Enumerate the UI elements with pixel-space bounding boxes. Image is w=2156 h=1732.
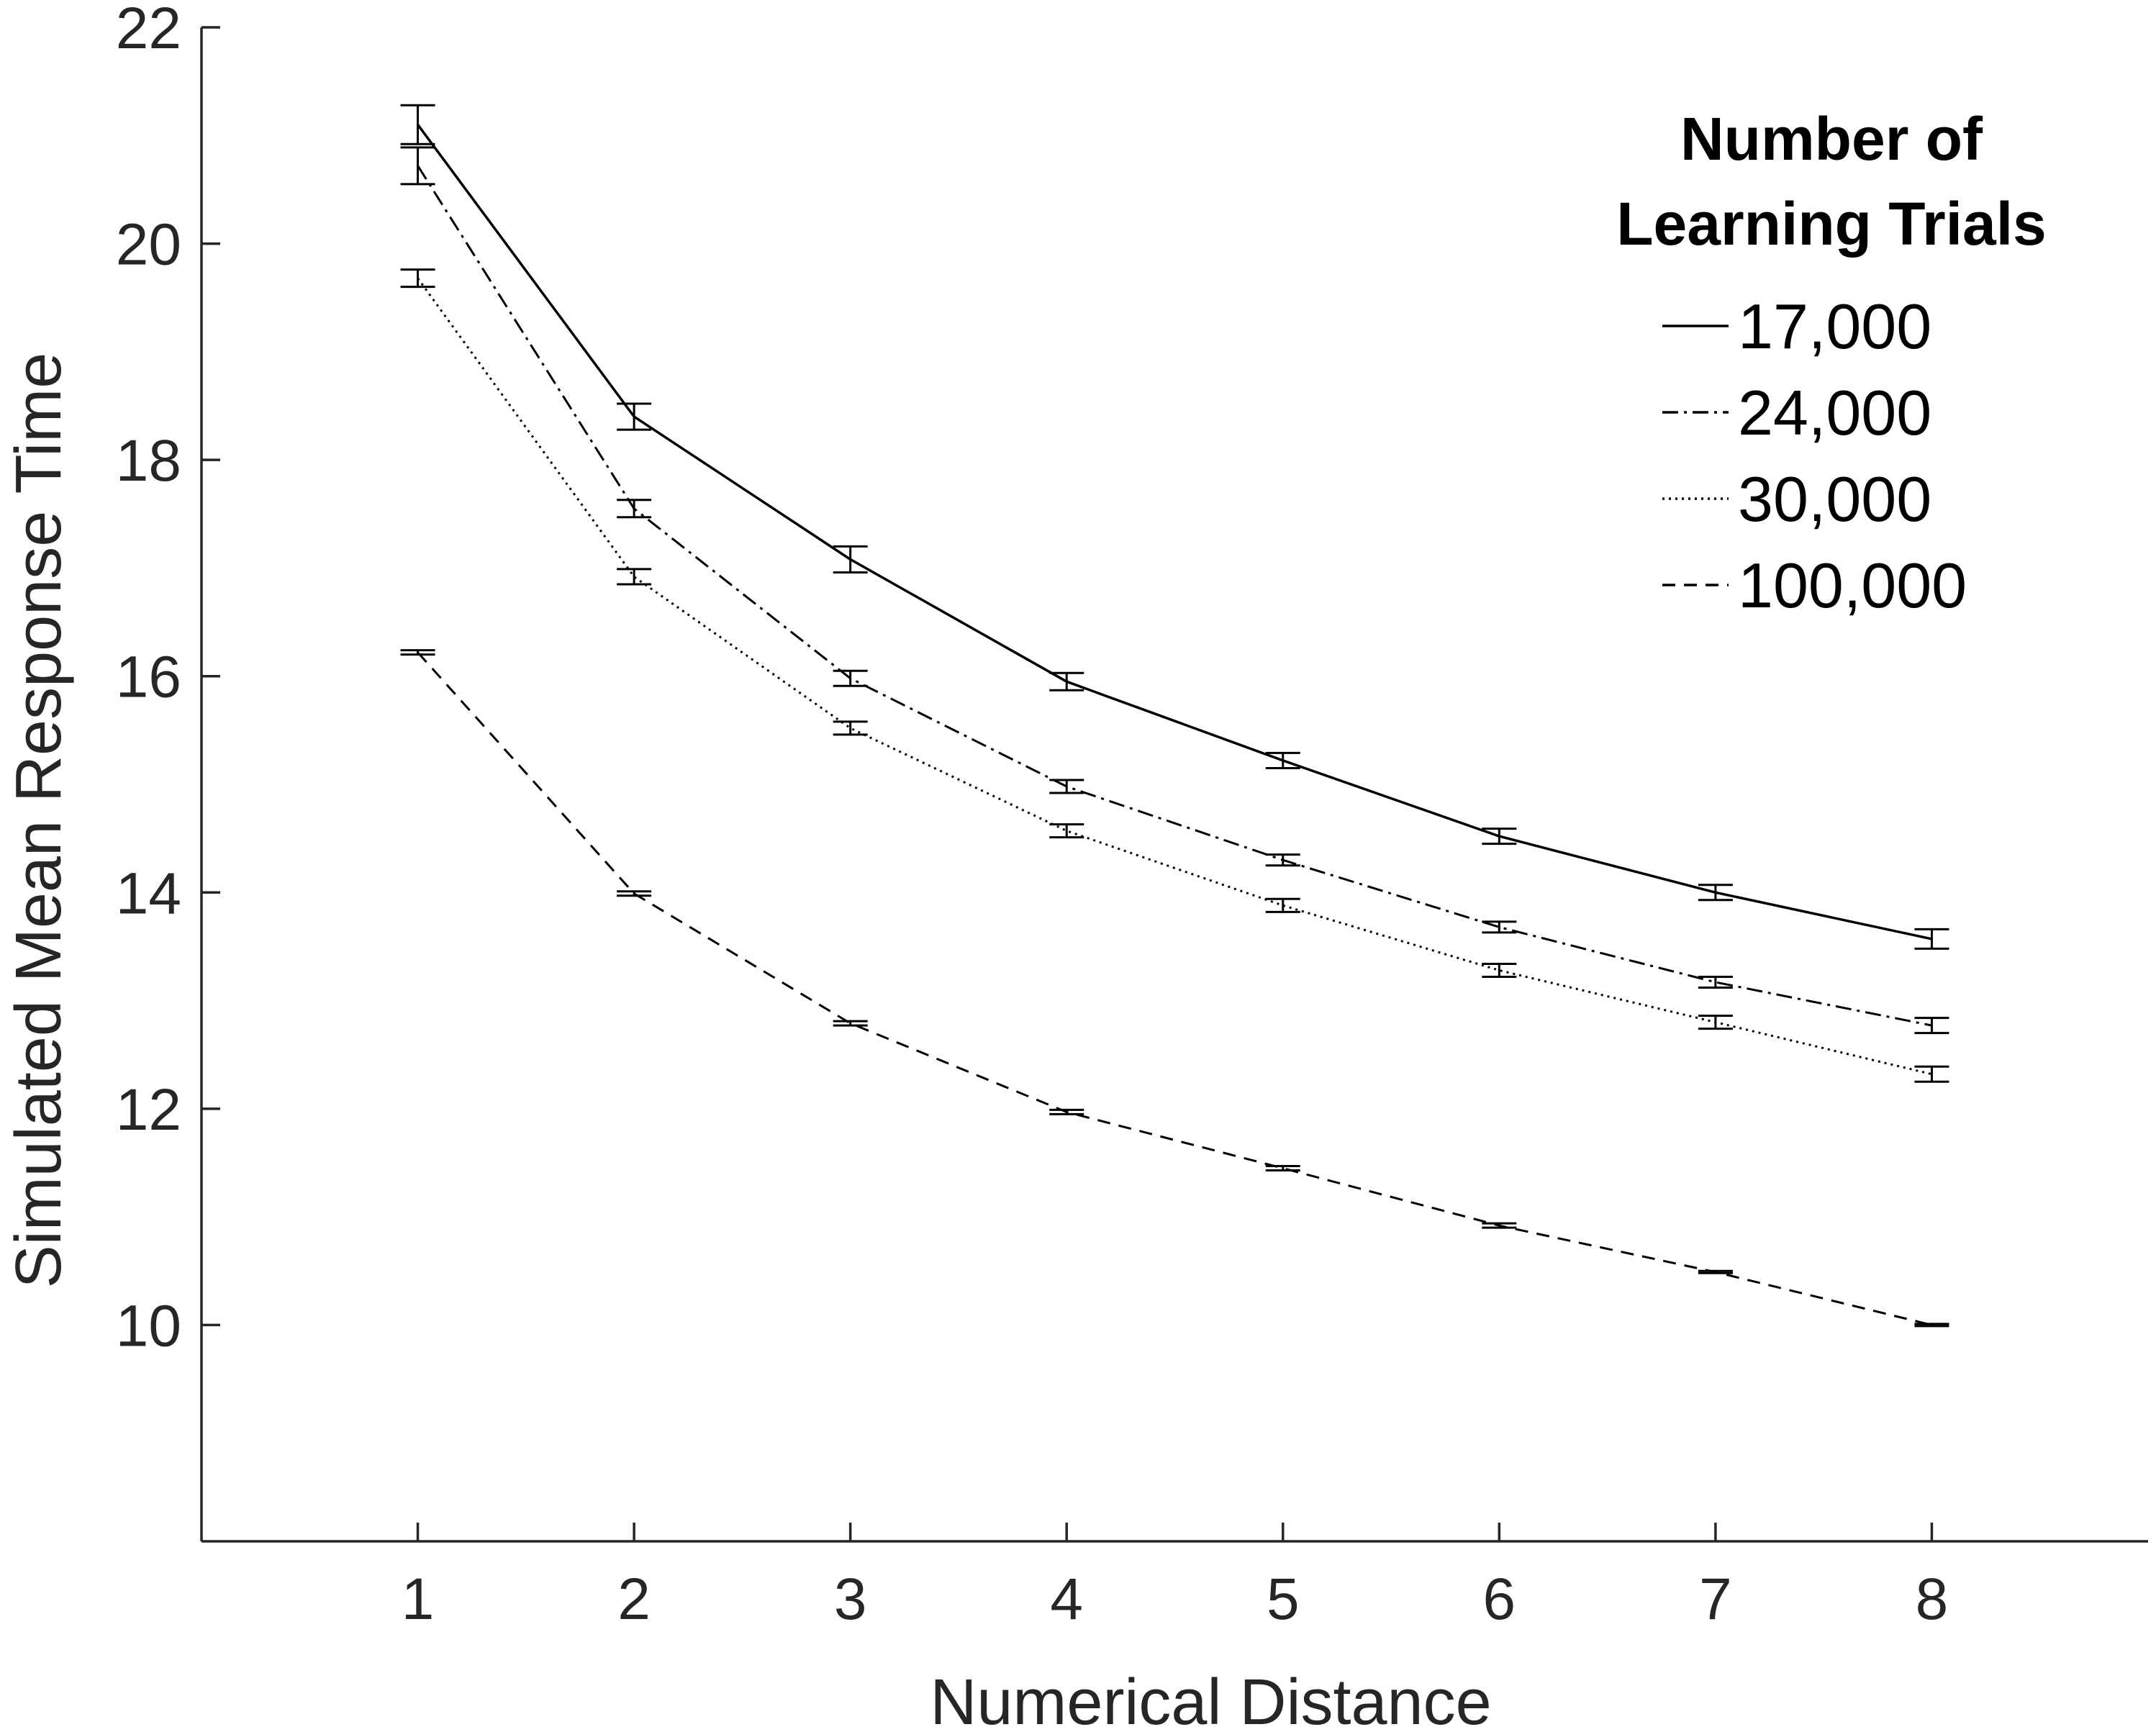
- error-bar: [400, 268, 435, 289]
- series-30000: [400, 268, 1949, 1083]
- error-bar: [400, 104, 435, 145]
- legend-label: 24,000: [1738, 377, 1931, 448]
- error-bar: [1914, 1323, 1949, 1328]
- legend-item: 100,000: [1662, 550, 1967, 621]
- y-axis-label: Simulated Mean Response Time: [3, 353, 75, 1289]
- error-bar: [1914, 1017, 1949, 1035]
- error-bar: [1482, 1222, 1517, 1229]
- error-bar: [1698, 1269, 1733, 1274]
- legend-label: 17,000: [1738, 291, 1931, 362]
- y-tick-label: 18: [116, 428, 181, 494]
- legend-title-line-1: Number of: [1680, 105, 1983, 173]
- y-tick-label: 22: [116, 0, 181, 61]
- error-bar: [1049, 671, 1084, 692]
- legend-item: 24,000: [1662, 377, 1931, 448]
- error-bar: [1914, 1065, 1949, 1083]
- error-bar: [833, 669, 868, 687]
- error-bar: [1482, 962, 1517, 979]
- error-bar: [1049, 823, 1084, 839]
- x-axis-label: Numerical Distance: [930, 1667, 1491, 1732]
- error-bar: [833, 545, 868, 573]
- error-bar: [617, 568, 652, 586]
- series-line: [417, 124, 1932, 940]
- x-tick-label: 2: [617, 1566, 651, 1632]
- error-bar: [1265, 897, 1300, 913]
- error-bar: [617, 402, 652, 431]
- error-bar: [1698, 976, 1733, 989]
- y-tick-label: 10: [116, 1293, 181, 1359]
- series-17000: [400, 104, 1949, 950]
- legend-title-line-2: Learning Trials: [1616, 190, 2047, 258]
- error-bar: [1914, 928, 1949, 950]
- axes: [200, 27, 2148, 1543]
- legend: Number of Learning Trials 17,000 24,000 30…: [1616, 105, 2047, 621]
- plot-area: [400, 104, 1949, 1328]
- series-line: [417, 277, 1932, 1076]
- series-24000: [400, 146, 1949, 1035]
- error-bar: [1698, 884, 1733, 902]
- x-tick-label: 5: [1267, 1566, 1300, 1632]
- error-bar: [617, 499, 652, 519]
- y-tick-label: 20: [116, 212, 181, 278]
- series-line: [417, 165, 1932, 1027]
- y-tick-label: 16: [116, 645, 181, 710]
- y-tick-label: 14: [116, 861, 181, 926]
- x-tick-label: 1: [402, 1566, 435, 1632]
- error-bar: [1265, 751, 1300, 769]
- x-tick-label: 8: [1916, 1566, 1949, 1632]
- legend-label: 100,000: [1738, 550, 1967, 621]
- error-bar: [833, 1020, 868, 1027]
- error-bar: [617, 890, 652, 897]
- error-bar: [400, 649, 435, 656]
- error-bar: [1265, 853, 1300, 867]
- x-tick-label: 7: [1699, 1566, 1732, 1632]
- error-bar: [1482, 920, 1517, 934]
- legend-item: 30,000: [1662, 463, 1931, 535]
- legend-items: 17,000 24,000 30,000 100,000: [1662, 291, 1967, 621]
- x-tick-label: 4: [1050, 1566, 1083, 1632]
- error-bar: [1049, 779, 1084, 794]
- series-line: [417, 651, 1932, 1326]
- error-bar: [1698, 1015, 1733, 1030]
- error-bar: [833, 720, 868, 736]
- x-tick-label: 3: [834, 1566, 867, 1632]
- legend-item: 17,000: [1662, 291, 1931, 362]
- error-bar: [400, 146, 435, 186]
- series-100000: [400, 649, 1949, 1328]
- error-bar: [1049, 1108, 1084, 1115]
- error-bar: [1265, 1165, 1300, 1172]
- x-tick-label: 6: [1483, 1566, 1516, 1632]
- legend-label: 30,000: [1738, 463, 1931, 535]
- error-bar: [1482, 828, 1517, 845]
- y-tick-label: 12: [116, 1077, 181, 1143]
